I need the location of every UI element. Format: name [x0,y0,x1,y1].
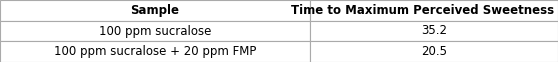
Bar [0,41,310,62]
Bar [0,0,310,21]
Text: 20.5: 20.5 [421,45,447,58]
Bar [310,41,558,62]
Text: 100 ppm sucralose + 20 ppm FMP: 100 ppm sucralose + 20 ppm FMP [54,45,256,58]
Text: 100 ppm sucralose: 100 ppm sucralose [99,24,211,38]
Text: Time to Maximum Perceived Sweetness (s): Time to Maximum Perceived Sweetness (s) [291,4,558,17]
Bar [0,21,310,41]
Text: Sample: Sample [131,4,179,17]
Bar [310,0,558,21]
Bar [310,21,558,41]
Text: 35.2: 35.2 [421,24,447,38]
